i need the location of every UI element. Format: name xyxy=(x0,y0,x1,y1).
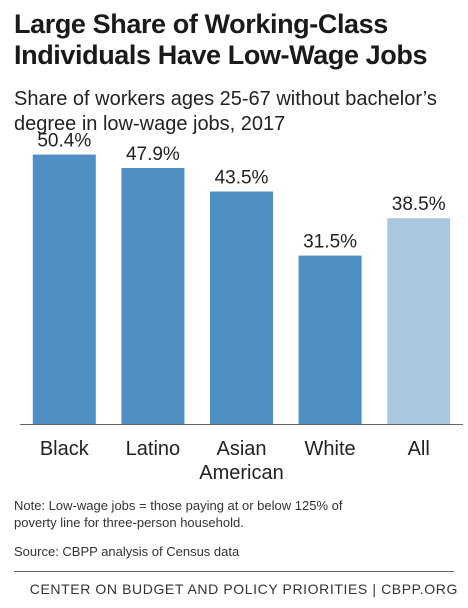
value-label-2: 43.5% xyxy=(215,168,269,189)
chart-source: Source: CBPP analysis of Census data xyxy=(14,544,240,559)
category-label-1-0: Latino xyxy=(126,438,181,460)
chart-note: Note: Low-wage jobs = those paying at or… xyxy=(14,497,459,531)
bar-4 xyxy=(387,218,451,424)
bar-3 xyxy=(298,255,362,424)
bar-1 xyxy=(121,168,185,424)
chart-subtitle-line-1: Share of workers ages 25-67 without bach… xyxy=(14,88,437,110)
chart-subtitle: Share of workers ages 25-67 without bach… xyxy=(14,87,459,137)
chart-subtitle-line-2: degree in low-wage jobs, 2017 xyxy=(14,113,286,135)
bar-2 xyxy=(210,191,273,424)
category-label-2-1: American xyxy=(199,462,283,484)
chart-note-line-2: poverty line for three-person household. xyxy=(14,515,244,530)
category-label-0-0: Black xyxy=(40,438,90,460)
category-label-4-0: All xyxy=(408,438,430,460)
category-label-2-0: Asian xyxy=(216,438,266,460)
value-label-4: 38.5% xyxy=(392,194,446,215)
chart-title-line-1: Large Share of Working-Class xyxy=(14,9,388,39)
value-label-1: 47.9% xyxy=(126,144,180,165)
category-label-3-0: White xyxy=(305,438,356,460)
chart-title-line-2: Individuals Have Low-Wage Jobs xyxy=(14,40,428,70)
chart-note-line-1: Note: Low-wage jobs = those paying at or… xyxy=(14,498,343,513)
footer-credit: CENTER ON BUDGET AND POLICY PRIORITIES |… xyxy=(29,581,458,597)
bar-0 xyxy=(32,154,96,424)
value-label-3: 31.5% xyxy=(303,232,357,253)
footer-divider xyxy=(14,571,454,572)
value-label-0: 50.4% xyxy=(37,131,91,152)
chart-title: Large Share of Working-Class Individuals… xyxy=(14,9,459,71)
